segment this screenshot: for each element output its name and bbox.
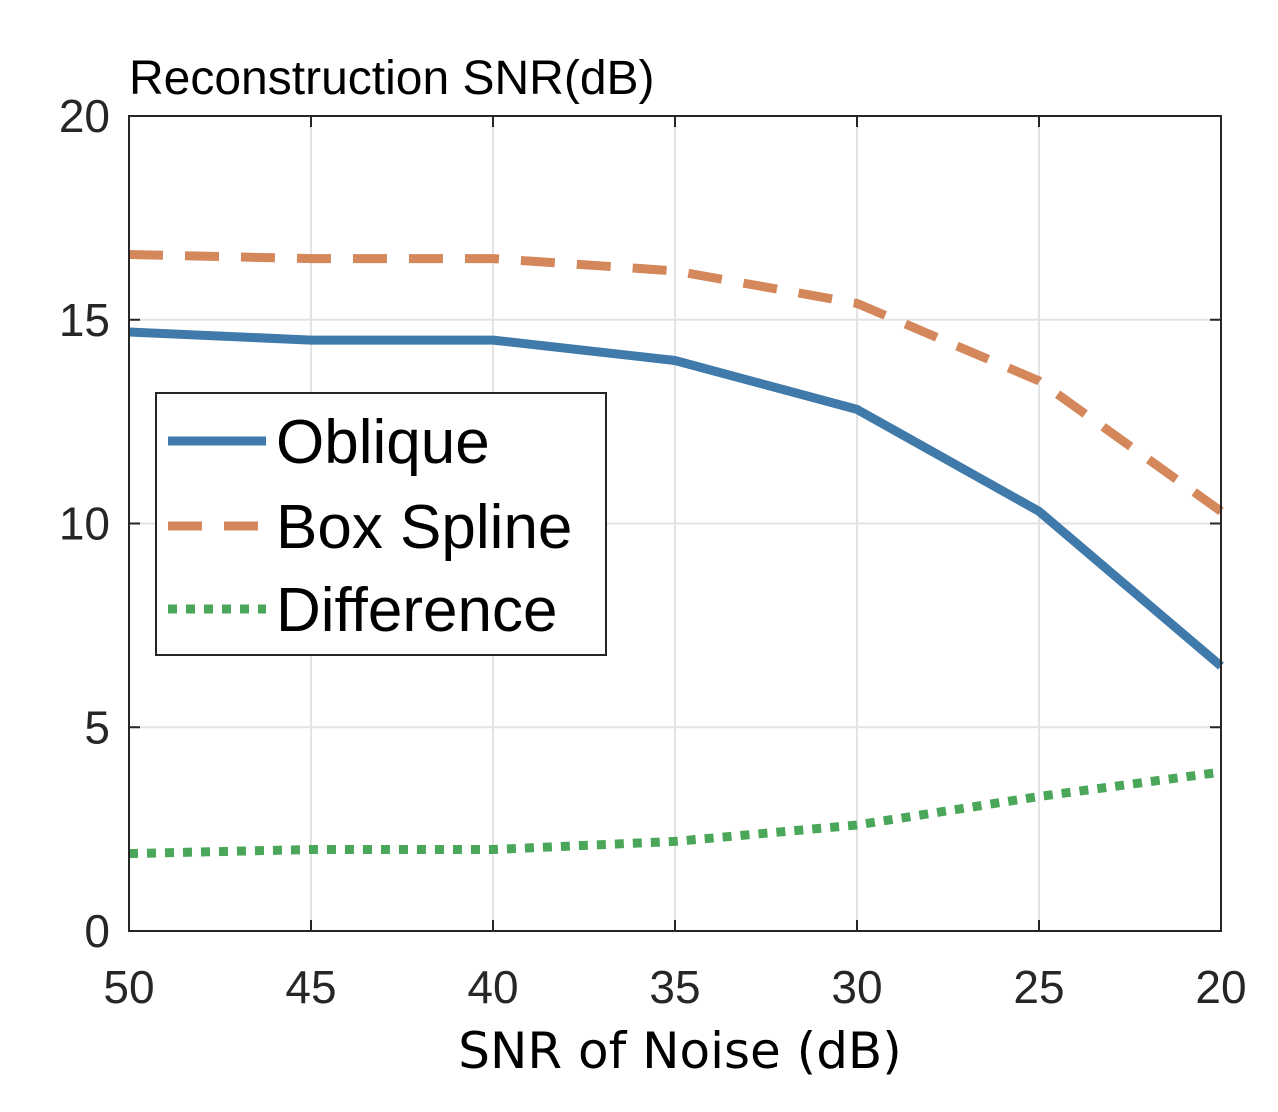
legend-label-oblique: Oblique (276, 408, 490, 477)
y-tick-label-0: 0 (84, 905, 110, 957)
y-tick-label-10: 10 (59, 498, 110, 550)
axis-ticks: 50 45 40 35 30 25 20 0 5 10 15 20 (59, 90, 1247, 1013)
x-tick-label-50: 50 (103, 961, 154, 1013)
y-tick-label-5: 5 (84, 701, 110, 753)
series-line-box-spline (128, 250, 1224, 515)
y-tick-label-20: 20 (59, 90, 110, 142)
x-tick-label-20: 20 (1195, 961, 1246, 1013)
legend-label-box-spline: Box Spline (276, 493, 572, 562)
x-tick-label-30: 30 (831, 961, 882, 1013)
x-tick-label-35: 35 (649, 961, 700, 1013)
x-tick-label-45: 45 (285, 961, 336, 1013)
x-axis-label: SNR of Noise (dB) (458, 1022, 902, 1080)
series-line-oblique (128, 327, 1224, 670)
chart-title: Reconstruction SNR(dB) (129, 52, 655, 105)
legend-label-difference: Difference (276, 576, 557, 645)
series-line-difference (128, 767, 1222, 859)
x-tick-label-25: 25 (1013, 961, 1064, 1013)
y-tick-label-15: 15 (59, 294, 110, 346)
x-tick-label-40: 40 (467, 961, 518, 1013)
legend: Oblique Box Spline Difference (155, 392, 607, 656)
series-layer (128, 250, 1224, 859)
